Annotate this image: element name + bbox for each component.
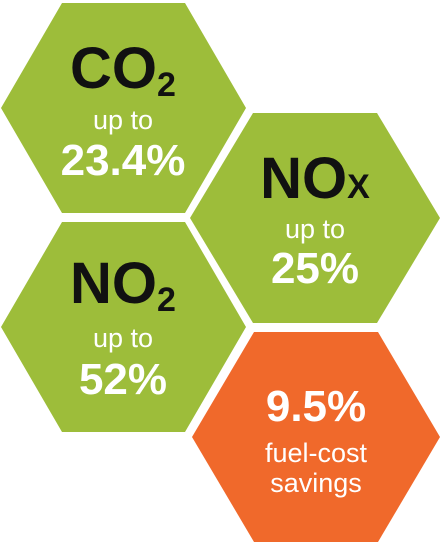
caption-line: savings (270, 468, 362, 498)
caption-line: fuel-cost (265, 438, 368, 468)
subscript: 2 (157, 66, 176, 104)
formula-text: NO (260, 146, 347, 211)
suffix: X (347, 168, 370, 206)
formula-text: NO (70, 251, 157, 316)
hexagon (190, 113, 440, 323)
value: 52% (79, 355, 167, 404)
hexagon (192, 332, 440, 542)
formula: NO2 (70, 251, 176, 319)
qualifier: up to (93, 323, 153, 353)
qualifier: up to (285, 214, 345, 244)
formula: CO2 (70, 36, 176, 104)
subscript: 2 (157, 281, 176, 319)
value: 23.4% (61, 136, 186, 185)
value: 25% (271, 244, 359, 293)
formula-text: CO (70, 36, 157, 101)
hexagon (1, 3, 246, 213)
hexagon (1, 222, 246, 432)
qualifier: up to (93, 105, 153, 135)
value: 9.5% (266, 382, 366, 431)
formula: NOX (260, 146, 370, 211)
